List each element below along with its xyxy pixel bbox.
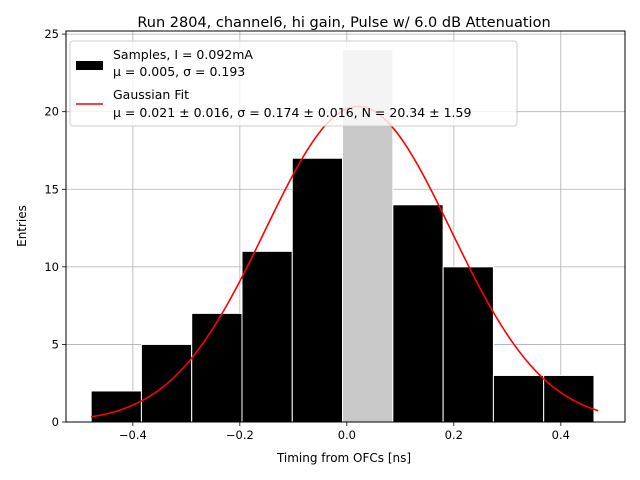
x-tick-label-2: 0.0 — [338, 428, 356, 442]
legend-histogram-stats: μ = 0.005, σ = 0.193 — [113, 64, 245, 79]
x-tick-label-3: 0.2 — [445, 428, 463, 442]
histogram-bar-4 — [291, 157, 344, 423]
legend-histogram-label: Samples, I = 0.092mA — [113, 47, 253, 62]
chart-title: Run 2804, channel6, hi gain, Pulse w/ 6.… — [137, 15, 550, 31]
legend-fit-params: μ = 0.021 ± 0.016, σ = 0.174 ± 0.016, N … — [113, 105, 471, 120]
histogram-bar-8 — [492, 374, 545, 423]
legend-fit-label: Gaussian Fit — [113, 87, 189, 102]
histogram-bar-0 — [90, 390, 142, 423]
legend-histogram-swatch — [76, 61, 103, 70]
legend-box — [69, 40, 518, 127]
x-axis-ticks: −0.4 −0.2 0.0 0.2 0.4 — [119, 422, 570, 442]
y-axis-ticks: 0 5 10 15 20 25 — [44, 27, 66, 429]
histogram-bar-3 — [241, 250, 293, 423]
histogram-bar-2 — [191, 312, 243, 423]
histogram-bar-7 — [442, 266, 494, 423]
y-tick-label-1: 5 — [52, 337, 59, 351]
y-tick-label-2: 10 — [44, 260, 59, 274]
y-axis-label: Entries — [15, 205, 29, 247]
y-tick-label-4: 20 — [44, 105, 59, 119]
y-tick-label-3: 15 — [44, 182, 59, 196]
histogram-bar-9 — [543, 374, 595, 423]
x-axis-label: Timing from OFCs [ns] — [276, 451, 411, 465]
y-tick-label-0: 0 — [52, 415, 59, 429]
x-tick-label-0: −0.4 — [119, 428, 147, 442]
x-tick-label-1: −0.2 — [226, 428, 254, 442]
histogram-bar-6 — [392, 204, 444, 423]
y-tick-label-5: 25 — [44, 27, 59, 41]
x-tick-label-4: 0.4 — [552, 428, 570, 442]
legend: Samples, I = 0.092mA μ = 0.005, σ = 0.19… — [69, 40, 518, 127]
axes-frame — [65, 30, 626, 423]
